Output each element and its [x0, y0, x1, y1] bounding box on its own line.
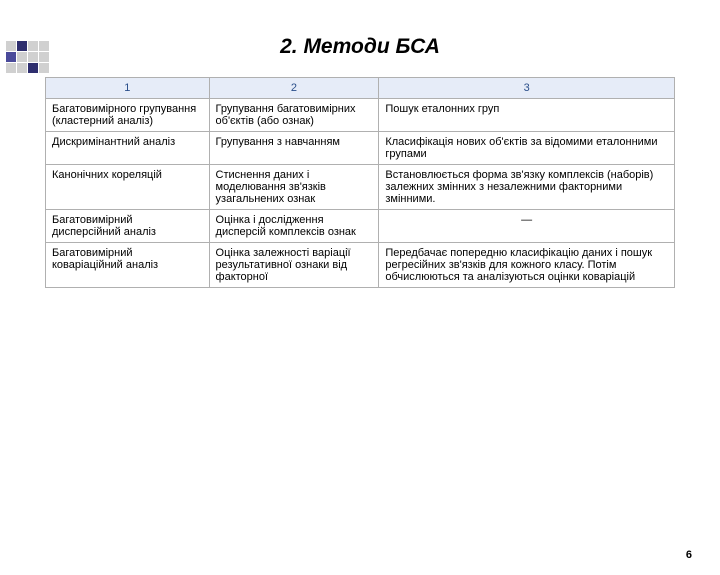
cell: — — [379, 210, 675, 243]
cell: Групування багатовимірних об'єктів (або … — [209, 99, 379, 132]
slide-title: 2. Методи БСА — [0, 35, 720, 59]
cell: Багатовимірного групування (кластерний а… — [46, 99, 210, 132]
methods-table: 1 2 3 Багатовимірного групування (класте… — [45, 77, 675, 288]
cell: Пошук еталонних груп — [379, 99, 675, 132]
cell: Передбачає попередню класифікацію даних … — [379, 243, 675, 288]
table-row: Багатовимірний коваріаційний аналіз Оцін… — [46, 243, 675, 288]
cell: Дискримінантний аналіз — [46, 132, 210, 165]
table-row: Багатовимірного групування (кластерний а… — [46, 99, 675, 132]
cell: Встановлюється форма зв'язку комплексів … — [379, 165, 675, 210]
cell: Канонічних кореляцій — [46, 165, 210, 210]
col-header-1: 1 — [46, 78, 210, 99]
page-number: 6 — [686, 549, 692, 561]
cell: Класифікація нових об'єктів за відомими … — [379, 132, 675, 165]
cell: Групування з навчанням — [209, 132, 379, 165]
table-container: 1 2 3 Багатовимірного групування (класте… — [45, 77, 675, 288]
cell: Багатовимірний коваріаційний аналіз — [46, 243, 210, 288]
col-header-2: 2 — [209, 78, 379, 99]
table-row: Дискримінантний аналіз Групування з навч… — [46, 132, 675, 165]
cell: Оцінка і дослідження дисперсій комплексі… — [209, 210, 379, 243]
col-header-3: 3 — [379, 78, 675, 99]
cell: Стиснення даних і моделювання зв'язків у… — [209, 165, 379, 210]
table-row: Канонічних кореляцій Стиснення даних і м… — [46, 165, 675, 210]
cell: Багатовимірний дисперсійний аналіз — [46, 210, 210, 243]
corner-decoration — [6, 41, 49, 73]
table-header-row: 1 2 3 — [46, 78, 675, 99]
cell: Оцінка залежності варіації результативно… — [209, 243, 379, 288]
table-row: Багатовимірний дисперсійний аналіз Оцінк… — [46, 210, 675, 243]
